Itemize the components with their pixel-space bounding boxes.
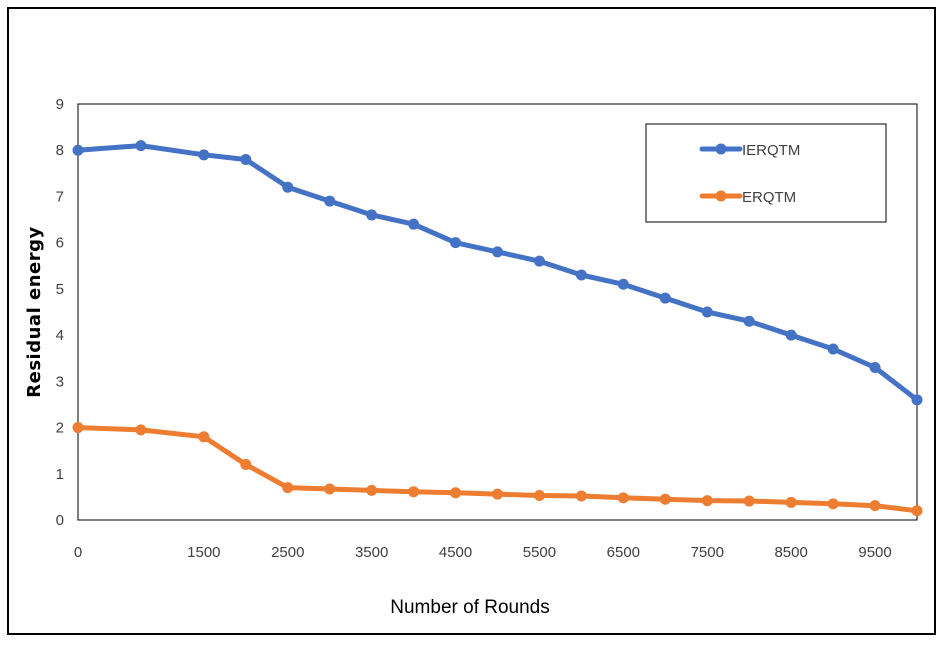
data-point-ierqtm: [743, 315, 755, 327]
data-point-ierqtm: [827, 343, 839, 355]
data-point-ierqtm: [198, 149, 210, 161]
data-point-erqtm: [911, 505, 923, 517]
y-tick-label: 7: [56, 188, 64, 205]
series-line-ierqtm: [75, 143, 920, 403]
x-tick-label: 5500: [523, 544, 556, 561]
x-tick-label: 6500: [607, 544, 640, 561]
data-point-ierqtm: [701, 306, 713, 318]
legend-box: [645, 123, 887, 223]
data-point-erqtm: [408, 486, 420, 498]
data-point-ierqtm: [282, 181, 294, 193]
data-point-erqtm: [827, 498, 839, 510]
data-point-ierqtm: [575, 269, 587, 281]
data-point-erqtm: [743, 495, 755, 507]
data-point-erqtm: [492, 488, 503, 500]
data-point-erqtm: [533, 490, 545, 502]
y-tick-label: 4: [56, 327, 64, 344]
data-point-erqtm: [659, 493, 671, 505]
y-tick-label: 2: [56, 420, 64, 437]
data-point-erqtm: [701, 495, 713, 507]
data-point-ierqtm: [785, 329, 797, 341]
plot-area: [77, 103, 918, 521]
legend-label: IERQTM: [742, 142, 800, 159]
x-tick-label: 8500: [774, 544, 807, 561]
x-tick-label: 4500: [439, 544, 472, 561]
y-axis-title: Residual energy: [24, 226, 45, 397]
data-point-erqtm: [450, 487, 462, 499]
data-point-erqtm: [617, 492, 629, 504]
data-point-erqtm: [366, 484, 378, 496]
series-line-erqtm: [75, 425, 920, 514]
data-point-ierqtm: [72, 144, 84, 156]
data-point-erqtm: [135, 424, 147, 436]
data-point-erqtm: [324, 483, 336, 495]
x-tick-label: 0: [74, 544, 82, 561]
x-tick-label: 3500: [355, 544, 388, 561]
y-tick-label: 8: [56, 142, 64, 159]
data-point-erqtm: [575, 490, 587, 502]
y-tick-label: 5: [56, 281, 64, 298]
data-point-ierqtm: [366, 209, 378, 221]
legend-swatch-marker: [715, 190, 727, 202]
data-point-ierqtm: [135, 140, 147, 152]
data-point-ierqtm: [324, 195, 336, 207]
data-point-erqtm: [282, 482, 294, 494]
y-tick-label: 0: [56, 512, 64, 529]
data-point-ierqtm: [492, 246, 503, 258]
data-point-erqtm: [869, 500, 881, 512]
data-point-erqtm: [72, 422, 84, 434]
data-point-ierqtm: [659, 292, 671, 304]
data-point-ierqtm: [408, 218, 420, 230]
data-point-erqtm: [240, 459, 252, 471]
y-tick-label: 1: [56, 466, 64, 483]
legend-swatch-marker: [715, 143, 727, 155]
y-tick-label: 6: [56, 235, 64, 252]
data-point-erqtm: [785, 496, 797, 508]
x-tick-label: 9500: [858, 544, 891, 561]
data-point-ierqtm: [533, 255, 545, 267]
data-point-ierqtm: [240, 153, 252, 165]
data-point-erqtm: [198, 431, 210, 443]
data-point-ierqtm: [869, 361, 881, 373]
data-point-ierqtm: [911, 394, 923, 406]
legend-label: ERQTM: [742, 189, 796, 206]
x-tick-label: 7500: [691, 544, 724, 561]
data-point-ierqtm: [617, 278, 629, 290]
x-tick-label: 2500: [271, 544, 304, 561]
data-point-ierqtm: [450, 237, 462, 249]
x-tick-label: 1500: [187, 544, 220, 561]
y-tick-label: 9: [56, 96, 64, 113]
y-tick-label: 3: [56, 373, 64, 390]
x-axis-title: Number of Rounds: [390, 597, 549, 618]
chart-frame: [7, 7, 936, 635]
